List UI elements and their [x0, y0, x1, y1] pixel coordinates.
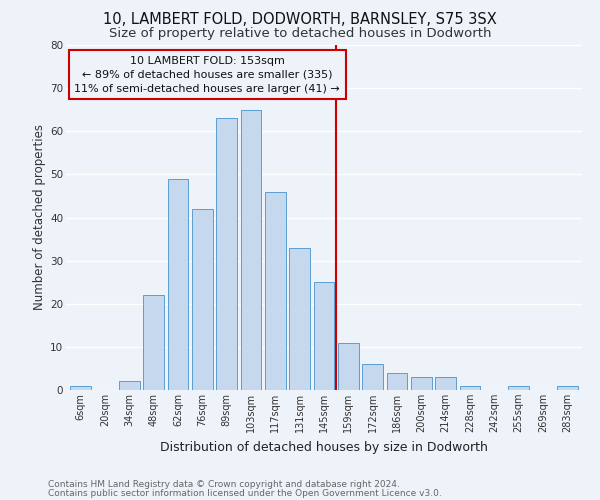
- Bar: [460, 386, 481, 390]
- Bar: [289, 248, 310, 390]
- Bar: [314, 282, 334, 390]
- Bar: [216, 118, 237, 390]
- Y-axis label: Number of detached properties: Number of detached properties: [33, 124, 46, 310]
- Bar: [119, 382, 140, 390]
- Bar: [338, 342, 359, 390]
- Text: 10, LAMBERT FOLD, DODWORTH, BARNSLEY, S75 3SX: 10, LAMBERT FOLD, DODWORTH, BARNSLEY, S7…: [103, 12, 497, 28]
- Bar: [167, 178, 188, 390]
- Text: Contains public sector information licensed under the Open Government Licence v3: Contains public sector information licen…: [48, 489, 442, 498]
- Bar: [70, 386, 91, 390]
- Bar: [192, 209, 212, 390]
- Bar: [436, 377, 456, 390]
- Bar: [265, 192, 286, 390]
- Text: Contains HM Land Registry data © Crown copyright and database right 2024.: Contains HM Land Registry data © Crown c…: [48, 480, 400, 489]
- Bar: [143, 295, 164, 390]
- Bar: [241, 110, 262, 390]
- Text: 10 LAMBERT FOLD: 153sqm
← 89% of detached houses are smaller (335)
11% of semi-d: 10 LAMBERT FOLD: 153sqm ← 89% of detache…: [74, 56, 340, 94]
- Bar: [508, 386, 529, 390]
- Bar: [411, 377, 432, 390]
- Bar: [386, 373, 407, 390]
- Bar: [362, 364, 383, 390]
- Text: Size of property relative to detached houses in Dodworth: Size of property relative to detached ho…: [109, 28, 491, 40]
- Bar: [557, 386, 578, 390]
- X-axis label: Distribution of detached houses by size in Dodworth: Distribution of detached houses by size …: [160, 440, 488, 454]
